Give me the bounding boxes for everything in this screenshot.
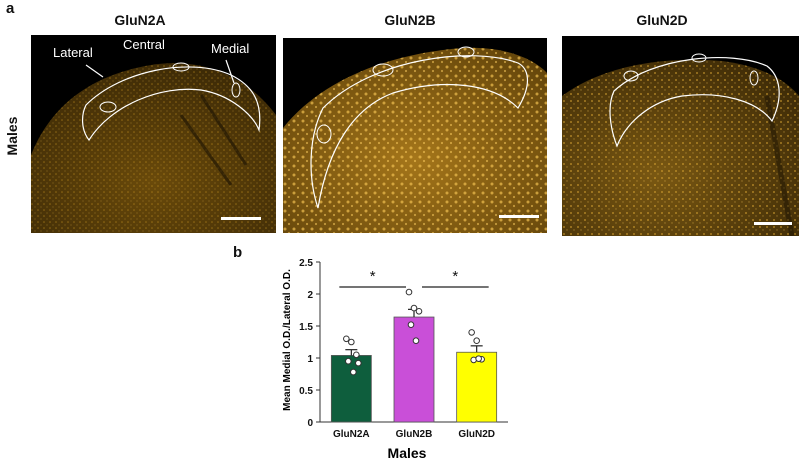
region-label-medial: Medial	[211, 41, 250, 56]
y-tick-label: 1	[307, 354, 313, 365]
panel-a-letter: a	[6, 0, 15, 17]
significance-star: *	[452, 268, 458, 285]
data-point	[355, 359, 362, 367]
data-point	[473, 337, 480, 345]
bar-glun2d	[456, 351, 498, 423]
y-axis-label: Mean Medial O.D./Lateral O.D.	[282, 269, 293, 411]
data-point	[415, 307, 423, 315]
region-label-lateral: Lateral	[53, 45, 93, 60]
data-point	[353, 351, 360, 359]
panel-title-glun2d: GluN2D	[636, 12, 688, 28]
data-point	[475, 355, 482, 362]
data-point	[345, 357, 352, 365]
micrograph-glun2a: Lateral Central Medial	[31, 35, 276, 233]
micrograph-glun2d	[562, 36, 799, 236]
data-point	[350, 368, 357, 376]
data-point	[343, 335, 350, 343]
y-tick-label: 0	[307, 418, 313, 429]
data-point	[468, 329, 475, 336]
x-tick-label-glun2b: GluN2B	[396, 429, 433, 440]
y-tick-label: 2.5	[299, 258, 313, 269]
y-tick-label: 0.5	[299, 386, 313, 397]
bar-glun2b	[393, 316, 435, 423]
data-point	[410, 304, 418, 312]
data-point	[412, 337, 420, 345]
panel-title-glun2a: GluN2A	[114, 12, 166, 28]
outline-dorsal-horn	[609, 56, 780, 148]
significance-star: *	[370, 268, 376, 285]
y-tick-label: 1.5	[299, 322, 313, 333]
panel-b-letter: b	[233, 244, 243, 261]
data-point	[407, 321, 415, 329]
data-point	[405, 288, 413, 296]
outline-dorsal-horn	[310, 55, 528, 209]
bar-glun2a	[330, 355, 372, 423]
panel-title-glun2b: GluN2B	[384, 12, 436, 28]
micrograph-glun2b	[283, 38, 547, 233]
x-tick-label-glun2d: GluN2D	[458, 429, 495, 440]
x-tick-label-glun2a: GluN2A	[333, 429, 370, 440]
y-tick-label: 2	[307, 290, 313, 301]
region-label-central: Central	[123, 37, 165, 52]
x-axis-label: Males	[388, 445, 427, 461]
data-point	[348, 338, 355, 346]
